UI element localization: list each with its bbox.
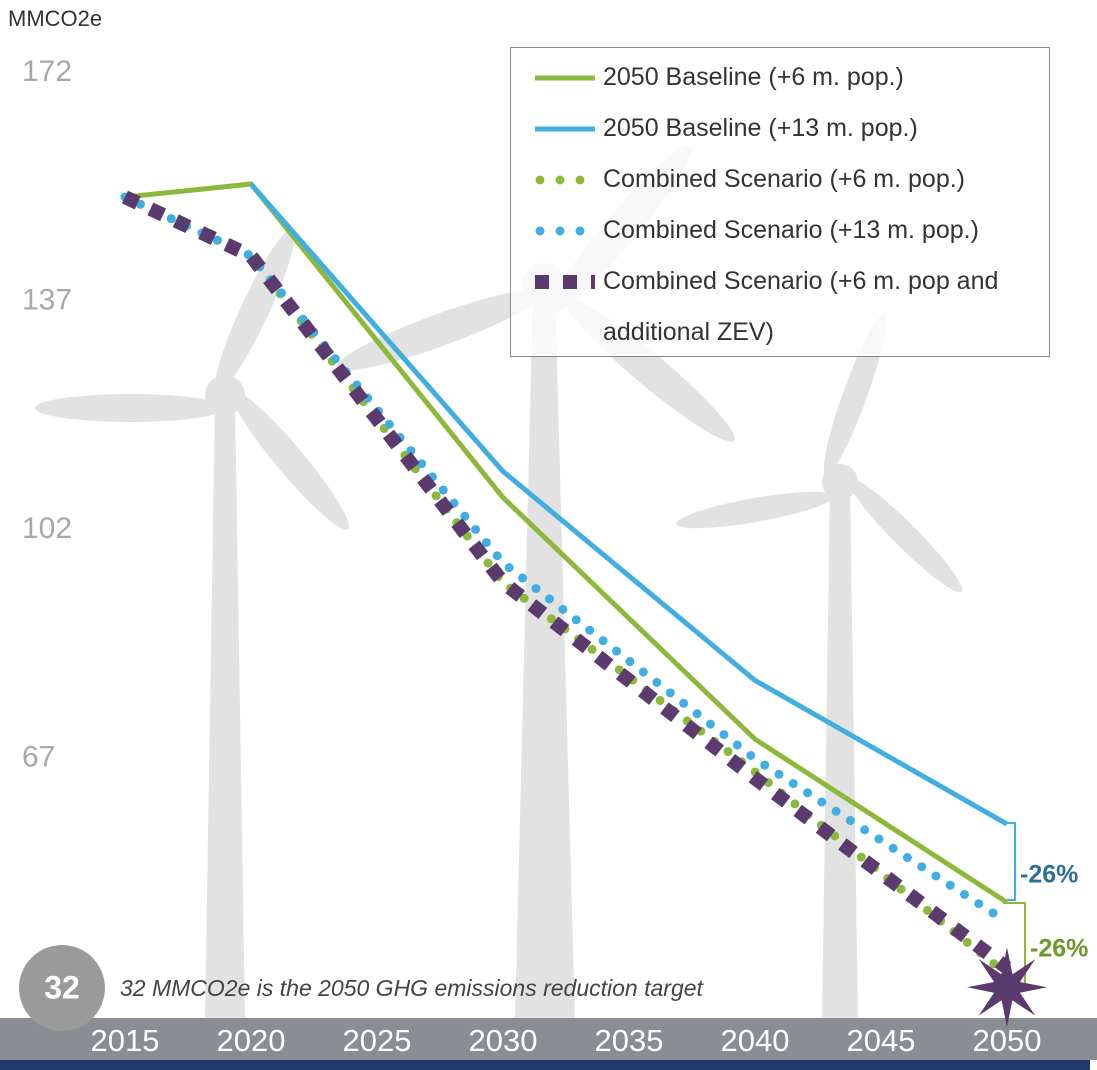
- legend-swatch: [523, 256, 603, 307]
- bottom-strip: [0, 1060, 1090, 1070]
- target-note: 32 MMCO2e is the 2050 GHG emissions redu…: [120, 975, 705, 1001]
- legend-swatch: [523, 154, 603, 205]
- annotation: -26%: [1020, 861, 1078, 889]
- legend-item: Combined Scenario (+13 m. pop.): [523, 205, 1049, 256]
- legend-swatch: [523, 52, 603, 103]
- bracket: [1003, 823, 1015, 900]
- target-value: 32: [44, 969, 80, 1005]
- legend-label: Combined Scenario (+13 m. pop.): [603, 205, 1043, 256]
- annotation: -26%: [1030, 935, 1088, 963]
- y-tick-label: 137: [22, 284, 72, 317]
- x-tick-label: 2035: [595, 1023, 664, 1058]
- legend-item: 2050 Baseline (+6 m. pop.): [523, 52, 1049, 103]
- x-axis-band: [0, 1018, 1097, 1060]
- page: MMCO2e 32 32 MMCO2e is the 2050 GHG emis…: [0, 0, 1097, 1070]
- x-tick-label: 2045: [847, 1023, 916, 1058]
- legend-swatch: [523, 103, 603, 154]
- legend-item: Combined Scenario (+6 m. pop.): [523, 154, 1049, 205]
- x-tick-label: 2050: [973, 1023, 1042, 1058]
- y-axis-label: MMCO2e: [8, 6, 102, 31]
- legend-label: 2050 Baseline (+13 m. pop.): [603, 103, 1043, 154]
- legend-label: Combined Scenario (+6 m. pop and additio…: [603, 256, 1043, 358]
- x-tick-label: 2015: [91, 1023, 160, 1058]
- legend-item: 2050 Baseline (+13 m. pop.): [523, 103, 1049, 154]
- x-tick-label: 2020: [217, 1023, 286, 1058]
- y-tick-label: 67: [22, 741, 55, 774]
- y-tick-label: 102: [22, 512, 72, 545]
- legend-item: Combined Scenario (+6 m. pop and additio…: [523, 256, 1049, 358]
- x-tick-label: 2030: [469, 1023, 538, 1058]
- legend-label: 2050 Baseline (+6 m. pop.): [603, 52, 1043, 103]
- x-tick-label: 2025: [343, 1023, 412, 1058]
- legend-swatch: [523, 205, 603, 256]
- x-tick-label: 2040: [721, 1023, 790, 1058]
- legend: 2050 Baseline (+6 m. pop.)2050 Baseline …: [510, 47, 1050, 357]
- y-tick-label: 172: [22, 55, 72, 88]
- legend-label: Combined Scenario (+6 m. pop.): [603, 154, 1043, 205]
